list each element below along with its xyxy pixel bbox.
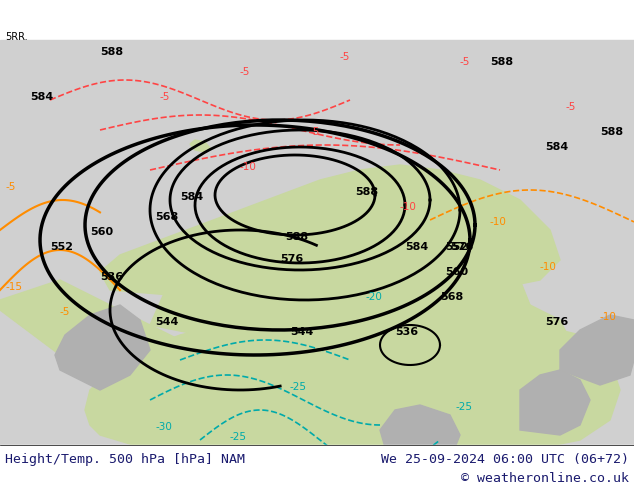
Polygon shape [100, 165, 560, 302]
Text: 560: 560 [445, 267, 468, 277]
Text: -10: -10 [240, 162, 257, 172]
Text: 552: 552 [50, 242, 73, 252]
Text: 576: 576 [280, 254, 303, 264]
Text: 588: 588 [100, 47, 123, 57]
Text: 588: 588 [600, 127, 623, 137]
Text: © weatheronline.co.uk: © weatheronline.co.uk [461, 471, 629, 485]
Polygon shape [150, 220, 530, 342]
Text: Height/Temp. 500 hPa [hPa] NAM: Height/Temp. 500 hPa [hPa] NAM [5, 454, 245, 466]
Text: 5RR.: 5RR. [5, 32, 28, 42]
Text: -5: -5 [160, 92, 171, 102]
Text: 536: 536 [395, 327, 418, 337]
Text: 536: 536 [100, 272, 123, 282]
Text: -25: -25 [290, 382, 307, 392]
Polygon shape [55, 305, 150, 390]
Text: -5: -5 [5, 182, 15, 192]
Polygon shape [120, 300, 580, 440]
Text: -5: -5 [460, 57, 470, 67]
Text: 568: 568 [440, 292, 463, 302]
Text: 584: 584 [545, 142, 568, 152]
Text: 588: 588 [355, 187, 378, 197]
Text: -10: -10 [490, 217, 507, 227]
Text: -30: -30 [155, 422, 172, 432]
Text: 588: 588 [285, 232, 308, 242]
Text: -5: -5 [310, 127, 320, 137]
Polygon shape [190, 140, 210, 152]
Text: -25: -25 [455, 402, 472, 412]
Text: -25: -25 [230, 432, 247, 442]
Polygon shape [380, 405, 460, 470]
Text: 584: 584 [405, 242, 428, 252]
Text: 584: 584 [180, 192, 204, 202]
Polygon shape [0, 280, 180, 380]
Text: 576: 576 [450, 242, 473, 252]
Polygon shape [560, 315, 634, 385]
Text: We 25-09-2024 06:00 UTC (06+72): We 25-09-2024 06:00 UTC (06+72) [381, 454, 629, 466]
Text: -5: -5 [565, 102, 576, 112]
Text: 560: 560 [90, 227, 113, 237]
Text: 588: 588 [490, 57, 513, 67]
Text: -15: -15 [5, 282, 22, 292]
Text: 544: 544 [155, 317, 178, 327]
Text: 552: 552 [445, 242, 468, 252]
Text: 568: 568 [155, 212, 178, 222]
Bar [0, 40, 634, 460]
Text: 576: 576 [545, 317, 568, 327]
Polygon shape [85, 305, 620, 465]
Text: -5: -5 [340, 52, 351, 62]
Text: 544: 544 [290, 327, 313, 337]
Text: -10: -10 [400, 202, 417, 212]
Text: -10: -10 [600, 312, 617, 322]
Text: -5: -5 [60, 307, 70, 317]
Text: 584: 584 [30, 92, 53, 102]
Bar [0, 445, 634, 490]
Text: -5: -5 [240, 67, 250, 77]
Text: -20: -20 [365, 292, 382, 302]
Text: -10: -10 [540, 262, 557, 272]
Circle shape [165, 275, 175, 285]
Polygon shape [520, 370, 590, 435]
